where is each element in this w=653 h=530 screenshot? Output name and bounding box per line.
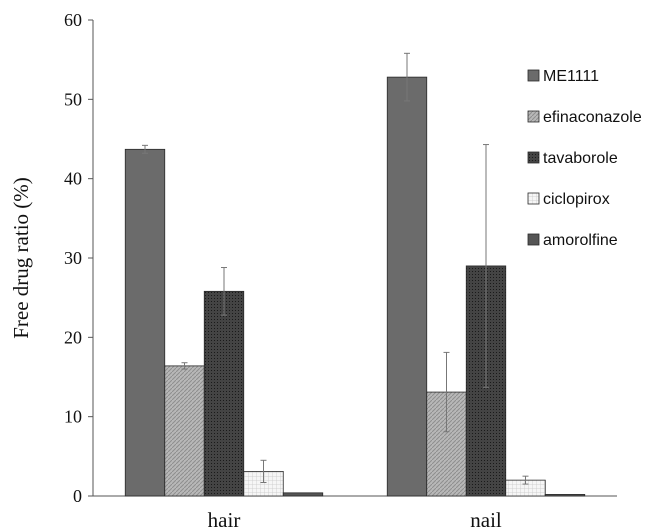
- x-tick-label-hair: hair: [208, 508, 241, 530]
- bar-amorolfine-nail: [544, 494, 586, 497]
- y-tick-label: 0: [73, 486, 82, 506]
- bar-tavaborole-hair: [203, 290, 245, 497]
- y-tick-label: 30: [64, 248, 82, 268]
- bar-ME1111-hair: [124, 148, 166, 497]
- y-tick-label: 10: [64, 407, 82, 427]
- x-labels: hair nail: [208, 508, 502, 530]
- bar-amorolfine-hair: [282, 492, 324, 497]
- legend-swatch-ME1111: [527, 69, 540, 82]
- y-tick-label: 50: [64, 89, 82, 109]
- legend-swatch-tavaborole: [527, 151, 540, 164]
- y-ticks: 0 10 20 30 40 50 60: [64, 10, 93, 506]
- y-tick-label: 60: [64, 10, 82, 30]
- y-tick-label: 20: [64, 327, 82, 347]
- y-tick-label: 40: [64, 169, 82, 189]
- legend-swatch-efinaconazole: [527, 110, 540, 123]
- bar-ME1111-nail: [386, 76, 428, 497]
- bars: [124, 76, 586, 497]
- x-tick-label-nail: nail: [470, 508, 502, 530]
- legend-label-ciclopirox: ciclopirox: [543, 191, 610, 208]
- legend-label-amorolfine: amorolfine: [543, 232, 618, 249]
- legend-label-efinaconazole: efinaconazole: [543, 109, 642, 126]
- legend-swatch-ciclopirox: [527, 192, 540, 205]
- bar-efinaconazole-hair: [164, 365, 205, 497]
- legend-label-ME1111: ME1111: [543, 68, 599, 85]
- error-bars: [142, 52, 529, 485]
- legend-label-tavaborole: tavaborole: [543, 150, 618, 167]
- legend: ME1111 efinaconazole tavaborole ciclopirox a…: [527, 68, 642, 249]
- legend-swatch-amorolfine: [527, 233, 540, 246]
- y-axis: 0 10 20 30 40 50 60 Free drug ratio (%): [9, 10, 94, 506]
- y-axis-title: Free drug ratio (%): [9, 177, 33, 339]
- x-axis: hair nail: [93, 495, 617, 530]
